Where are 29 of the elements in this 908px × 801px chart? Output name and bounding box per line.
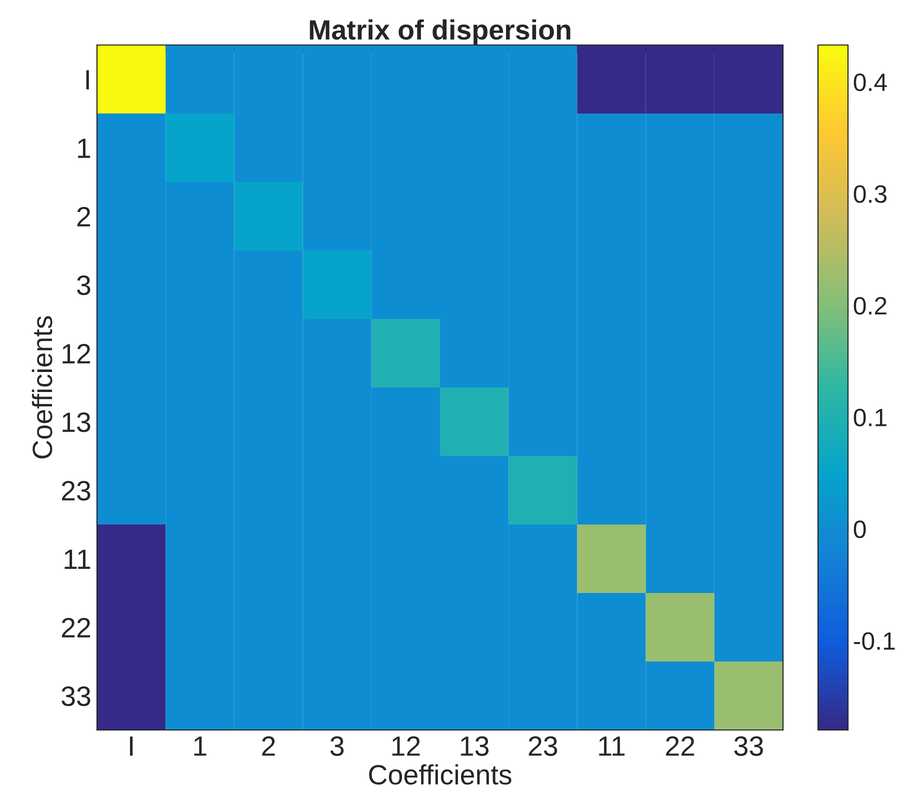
chart-title: Matrix of dispersion: [310, 19, 570, 46]
x-tick-label: 1: [194, 736, 206, 756]
y-tick-label: 3: [77, 275, 90, 296]
y-tick-label: 12: [62, 344, 90, 364]
y-tick-label: 11: [64, 550, 90, 569]
x-tick-label: 2: [262, 736, 275, 756]
x-tick-label: 33: [734, 736, 763, 756]
y-tick-label: 23: [62, 480, 90, 501]
y-tick-label: 1: [78, 138, 90, 158]
color-bar-label: 0.3: [854, 185, 887, 203]
x-tick-label: 23: [528, 736, 558, 756]
y-tick-label: 33: [62, 686, 90, 706]
x-tick-label: 11: [599, 736, 625, 756]
x-tick-label: I: [130, 736, 133, 756]
y-tick-label: 2: [77, 206, 90, 226]
x-tick-label: 22: [666, 736, 694, 756]
x-tick-label: 13: [460, 736, 489, 756]
y-tick-label: 22: [62, 618, 90, 638]
color-bar-label: -0.1: [854, 632, 895, 650]
x-axis-title: Coefficients: [369, 764, 512, 785]
color-bar-label: 0: [854, 520, 866, 538]
x-tick-label: 12: [392, 736, 420, 756]
y-axis-title: Coefficients: [32, 316, 52, 458]
color-bar-label: 0.2: [854, 296, 886, 315]
x-tick-label: 3: [330, 736, 344, 756]
color-bar-label: 0.4: [854, 73, 887, 92]
y-tick-label: 13: [62, 412, 90, 432]
y-tick-label: I: [86, 70, 89, 90]
color-bar-label: 0.1: [854, 408, 886, 426]
